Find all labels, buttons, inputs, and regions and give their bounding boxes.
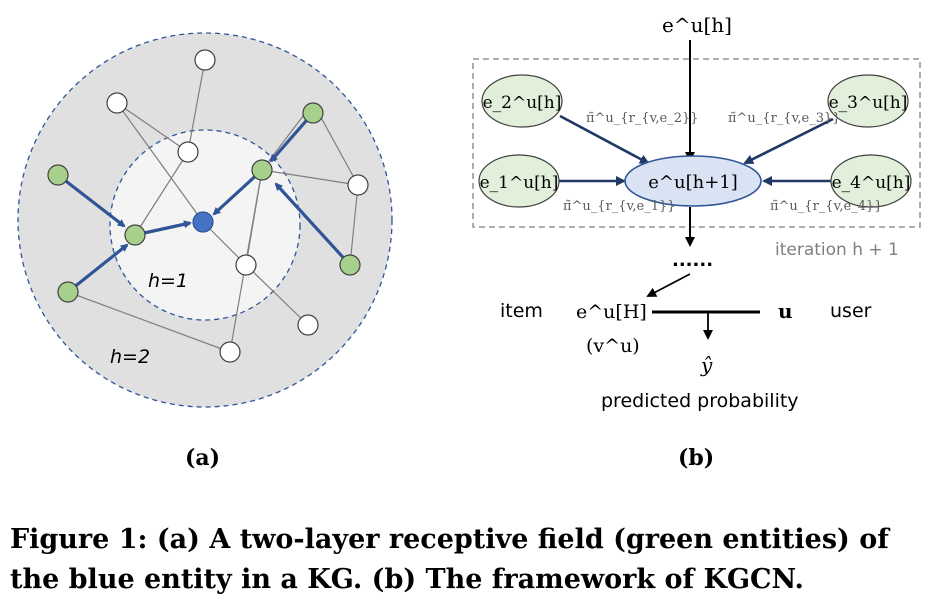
weight-e4: π̃^u_{r_{v,e_4}} <box>770 199 883 214</box>
neighbor-node-e4: e_4^u[h] <box>830 154 912 208</box>
final-item-embedding: e^u[H] <box>576 301 647 323</box>
item-label: item <box>500 300 543 322</box>
blue-entity-node <box>192 211 214 233</box>
ellipsis: ...... <box>672 250 713 271</box>
neighbor-arrows <box>557 114 835 186</box>
white-entity-node <box>235 254 257 276</box>
green-entity-node <box>302 102 324 124</box>
caption-text: (a) A two-layer receptive field (green e… <box>10 524 889 595</box>
user-label: user <box>830 300 872 322</box>
inner-region-label: h=1 <box>148 270 188 292</box>
neighbor-node-e2: e_2^u[h] <box>481 74 563 128</box>
caption-prefix: Figure 1: <box>10 524 148 555</box>
weight-e1: π̃^u_{r_{v,e_1}} <box>563 199 676 214</box>
center-node: e^u[h+1] <box>624 155 762 207</box>
neighbor-label-e2: e_2^u[h] <box>483 93 562 113</box>
user-vector: u <box>778 299 793 323</box>
panel-a-label: (a) <box>185 445 220 471</box>
output-y-hat: ŷ <box>700 353 713 377</box>
green-entity-node <box>124 224 146 246</box>
white-entity-node <box>194 49 216 71</box>
white-entity-node <box>347 174 369 196</box>
green-entity-node <box>57 281 79 303</box>
kg-nodes <box>47 49 369 363</box>
green-entity-node <box>251 159 273 181</box>
weight-e2: π̃^u_{r_{v,e_2}} <box>586 111 699 126</box>
green-entity-node <box>339 254 361 276</box>
iteration-label: iteration h + 1 <box>775 240 899 260</box>
final-item-alias: (v^u) <box>586 335 640 357</box>
output-label: predicted probability <box>601 390 799 412</box>
center-node-label: e^u[h+1] <box>648 172 738 193</box>
iteration-box <box>472 58 921 228</box>
panel-b: e^u[h] e_2^u[h] e_1^u[h] e_3^u[h] e_4^u[… <box>472 13 921 471</box>
panel-b-label: (b) <box>678 445 714 471</box>
weight-e3: π̃^u_{r_{v,e_3}} <box>728 111 841 126</box>
neighbor-node-e1: e_1^u[h] <box>478 154 560 208</box>
neighbor-label-e3: e_3^u[h] <box>829 93 908 113</box>
to-final-arrow <box>646 273 691 297</box>
white-entity-node <box>297 314 319 336</box>
neighbor-node-e3: e_3^u[h] <box>827 74 909 128</box>
neighbor-label-e4: e_4^u[h] <box>832 173 911 193</box>
figure-caption: Figure 1: (a) A two-layer receptive fiel… <box>10 520 935 600</box>
input-embedding: e^u[h] <box>662 13 732 37</box>
neighbor-label-e1: e_1^u[h] <box>480 173 559 193</box>
white-entity-node <box>106 92 128 114</box>
white-entity-node <box>177 141 199 163</box>
white-entity-node <box>219 341 241 363</box>
green-entity-node <box>47 164 69 186</box>
outer-region-label: h=2 <box>110 346 150 368</box>
panel-a: h=1 h=2 (a) <box>17 32 393 471</box>
